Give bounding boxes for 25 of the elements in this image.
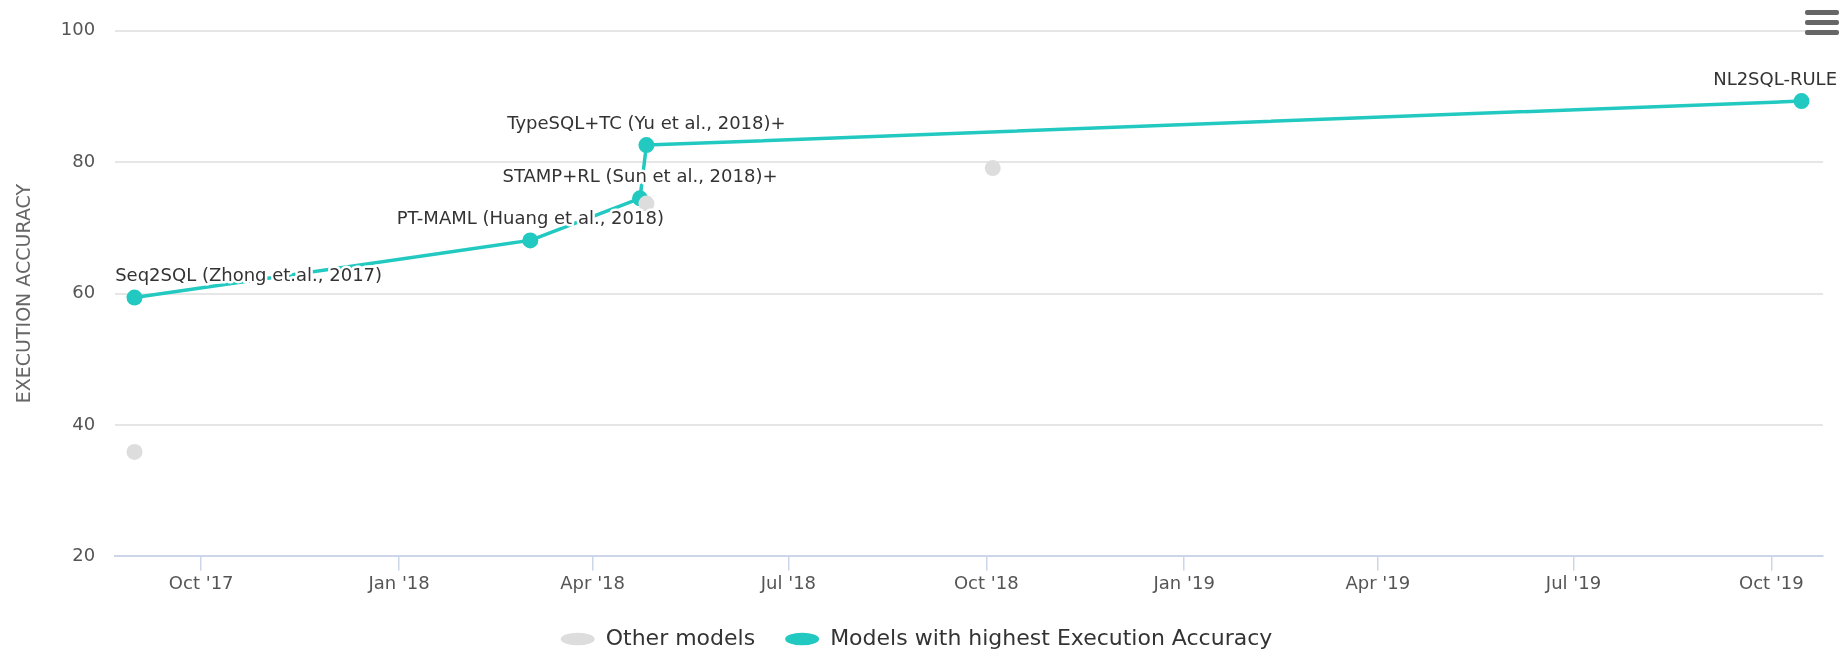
point [522,232,539,249]
x-tick-label: Oct '18 [953,571,1019,593]
x-tick-label: Jul '19 [1544,571,1602,593]
x-tick-label: Apr '19 [1345,571,1411,593]
point [126,289,143,306]
point [638,137,655,154]
annotation: TypeSQL+TC (Yu et al., 2018)+ [506,111,786,133]
x-tick-label: Jan '19 [1152,571,1215,593]
x-tick-label: Oct '17 [168,571,234,593]
x-tick-label: Apr '18 [560,571,626,593]
legend-label: Other models [605,624,756,650]
point [1793,93,1810,110]
y-axis-title: EXECUTION ACCURACY [12,183,35,404]
y-tick-label: 20 [72,544,96,566]
x-tick-label: Oct '19 [1739,571,1804,593]
y-tick-label: 100 [60,18,96,40]
point [126,443,143,460]
y-tick-label: 60 [72,281,96,303]
legend-label: Models with highest Execution Accuracy [830,624,1273,650]
x-tick-label: Jul '18 [759,571,817,593]
point [984,160,1001,177]
y-tick-label: 40 [72,412,96,434]
y-tick-label: 80 [72,149,96,171]
x-tick-label: Jan '18 [367,571,430,593]
annotation: NL2SQL-RULE [1713,67,1838,89]
